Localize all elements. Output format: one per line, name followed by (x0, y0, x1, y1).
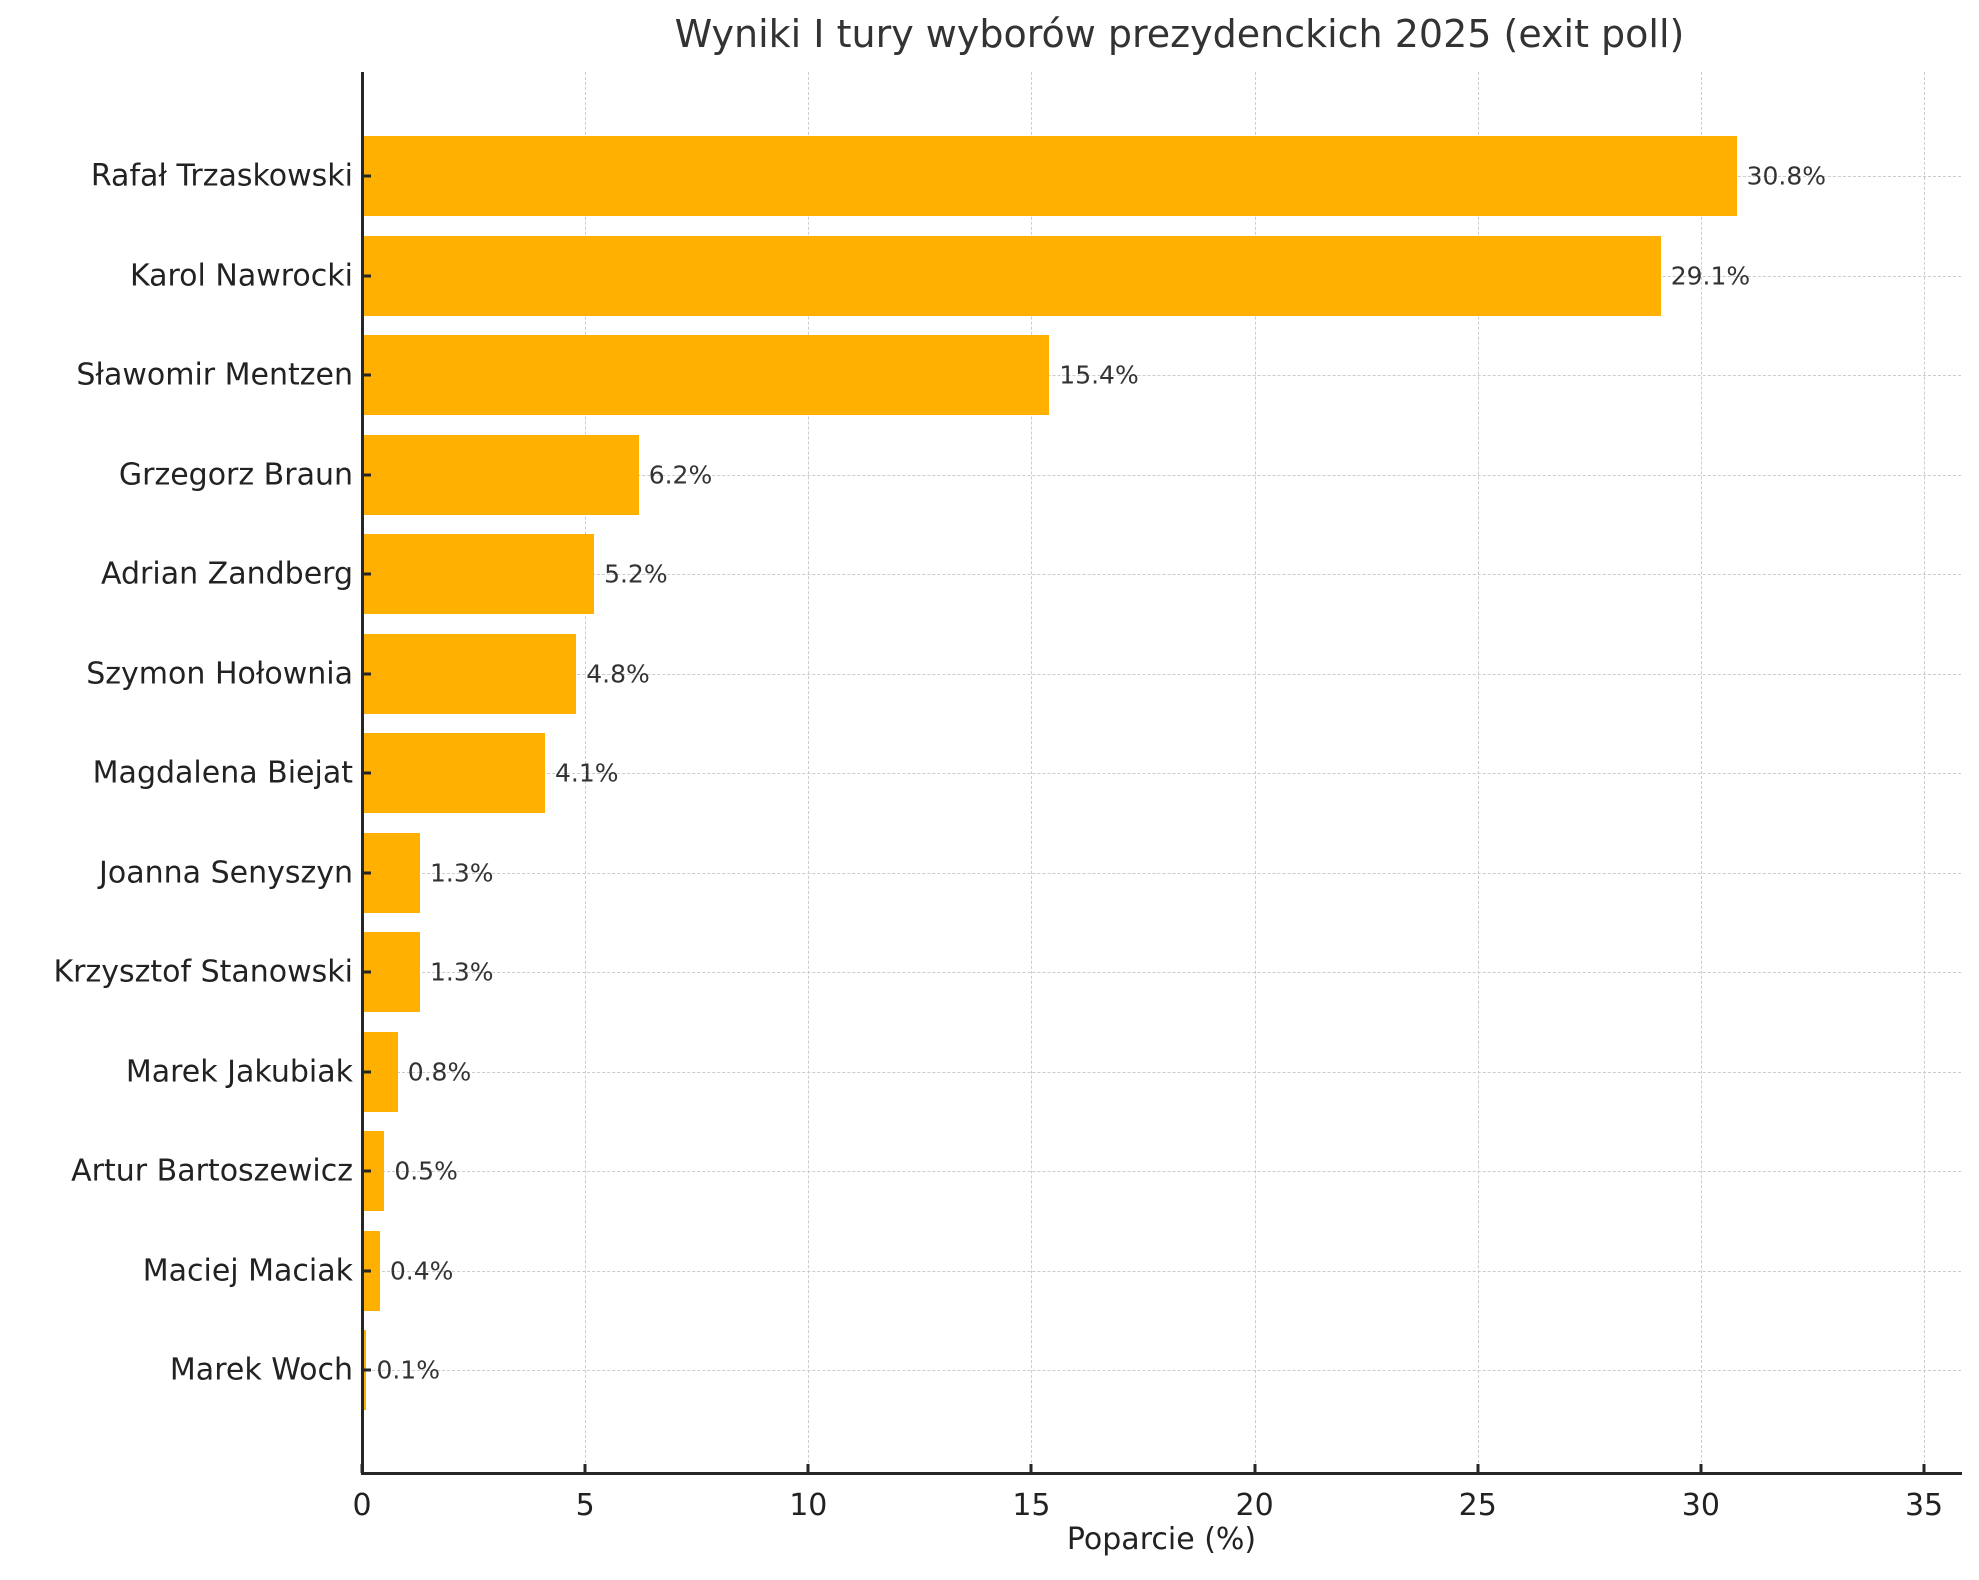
y-gridline (362, 872, 1961, 874)
y-tick (362, 274, 371, 277)
x-tick-label: 5 (575, 1488, 595, 1523)
y-tick-label: Joanna Senyszyn (99, 855, 353, 890)
y-tick-label: Szymon Hołownia (86, 656, 353, 691)
x-tick (1699, 1464, 1703, 1473)
y-tick-label: Krzysztof Stanowski (53, 954, 353, 990)
y-axis-line (360, 72, 364, 1475)
x-tick (806, 1464, 810, 1473)
bar-value-label: 15.4% (1059, 360, 1139, 390)
bar (362, 633, 577, 714)
y-tick-label: Marek Jakubiak (125, 1054, 353, 1089)
y-tick (362, 672, 371, 675)
y-gridline (362, 1370, 1961, 1371)
y-tick-label: Adrian Zandberg (101, 556, 353, 592)
y-tick-label: Marek Woch (169, 1352, 353, 1388)
bar-value-label: 30.8% (1746, 161, 1827, 191)
bar (362, 434, 639, 515)
y-gridline (362, 972, 1961, 973)
plot-area: 0 5 10 15 20 25 30 35 Rafał Trzaskowski 30.8% Karo… (53, 72, 1962, 1523)
y-tick (362, 771, 371, 775)
y-tick-label: Rafał Trzaskowski (90, 158, 353, 194)
bar-value-label: 6.2% (648, 460, 713, 489)
bar-value-label: 0.5% (394, 1156, 458, 1186)
bar-value-label: 0.8% (407, 1057, 472, 1086)
x-gridline (1477, 72, 1479, 1473)
x-gridline (585, 72, 587, 1473)
x-tick-label: 30 (1681, 1488, 1720, 1523)
bar (362, 534, 595, 614)
x-tick-label: 25 (1458, 1488, 1497, 1523)
x-tick-label: 20 (1235, 1488, 1274, 1523)
y-tick (362, 1269, 371, 1272)
y-gridline (362, 574, 1961, 575)
bar (362, 1131, 385, 1211)
bar (362, 235, 1661, 316)
bar-value-label: 4.1% (554, 758, 619, 788)
x-gridline (1700, 72, 1702, 1473)
bar-value-label: 0.4% (389, 1256, 454, 1285)
y-tick-label: Magdalena Biejat (92, 755, 353, 791)
x-gridline (1254, 72, 1256, 1473)
bar (362, 335, 1050, 415)
y-gridline (362, 1171, 1961, 1172)
y-gridline (362, 1071, 1961, 1073)
y-gridline (362, 673, 1961, 675)
bar (362, 932, 421, 1012)
bar-value-label: 1.3% (430, 858, 494, 887)
y-tick (362, 1169, 371, 1173)
bar-value-label: 5.2% (604, 559, 668, 589)
x-tick-label: 15 (1012, 1488, 1051, 1523)
y-gridline (362, 375, 1961, 376)
x-tick-label: 10 (789, 1488, 828, 1523)
y-gridline (362, 1270, 1961, 1272)
y-tick (362, 1368, 371, 1372)
y-tick-label: Sławomir Mentzen (76, 357, 353, 393)
y-tick (362, 473, 371, 476)
y-tick-label: Grzegorz Braun (118, 457, 353, 492)
bar-value-label: 1.3% (430, 957, 494, 987)
y-tick (362, 871, 371, 874)
y-tick (362, 572, 371, 576)
x-tick (1476, 1464, 1480, 1473)
chart-title: Wyniki I tury wyborów prezydenckich 2025… (674, 12, 1685, 56)
bar-value-label: 4.8% (586, 659, 650, 688)
y-gridline (362, 773, 1961, 774)
y-tick (362, 1070, 371, 1073)
x-gridline (1924, 72, 1926, 1473)
bar (362, 136, 1737, 216)
x-gridline (808, 72, 810, 1473)
bar-value-label: 0.1% (376, 1355, 440, 1385)
x-axis-line (360, 1471, 1962, 1475)
y-tick (362, 373, 371, 377)
bar (362, 832, 421, 913)
y-tick (362, 970, 371, 974)
y-gridline (362, 474, 1961, 476)
y-tick-label: Karol Nawrocki (129, 258, 353, 293)
bar (362, 733, 545, 813)
y-tick (362, 174, 371, 178)
bar-value-label: 29.1% (1670, 261, 1751, 290)
x-tick (1029, 1464, 1033, 1473)
x-tick-label: 35 (1904, 1488, 1944, 1523)
x-tick (583, 1464, 587, 1473)
x-axis-title: Poparcie (%) (1066, 1522, 1257, 1557)
x-tick-label: 0 (352, 1488, 372, 1523)
x-tick (1253, 1464, 1257, 1473)
x-gridline (1031, 72, 1033, 1473)
x-tick (1922, 1464, 1926, 1473)
y-tick-label: Artur Bartoszewicz (71, 1153, 353, 1189)
y-tick-label: Maciej Maciak (142, 1253, 353, 1288)
